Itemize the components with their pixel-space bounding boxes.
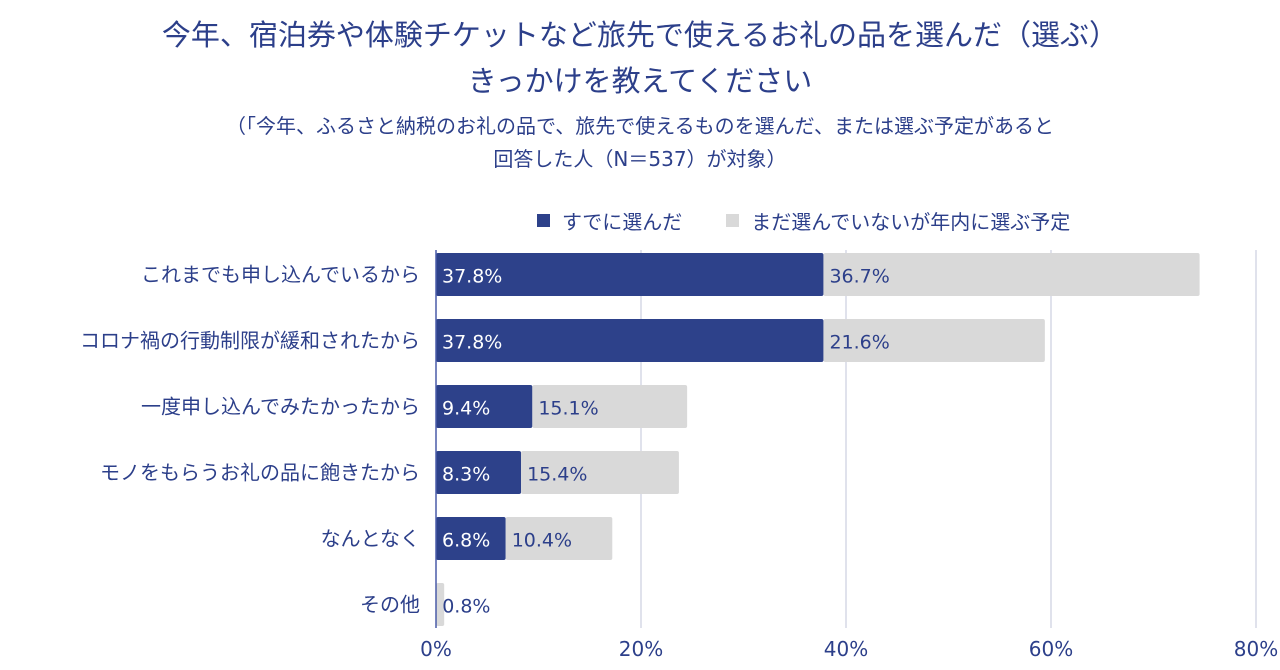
bar-selected (436, 451, 522, 494)
legend-swatch-selected (537, 214, 550, 227)
data-label: 21.6% (829, 332, 889, 354)
data-label: 8.3% (442, 464, 490, 486)
bar-planned (436, 583, 445, 626)
category-label: コロナ禍の行動制限が緩和されたから (80, 329, 420, 353)
bar-selected (436, 517, 506, 560)
category-label: これまでも申し込んでいるから (141, 263, 420, 287)
data-label: 15.1% (538, 398, 598, 420)
bar-planned (823, 319, 1045, 362)
x-tick-label: 0% (420, 637, 452, 661)
bar-selected (436, 319, 824, 362)
bar-selected (436, 253, 824, 296)
category-label: なんとなく (321, 527, 420, 551)
data-label: 6.8% (442, 530, 490, 552)
category-label: その他 (360, 593, 420, 617)
legend: すでに選んだ まだ選んでいないが年内に選ぶ予定 (537, 206, 1070, 235)
x-tick-label: 60% (1029, 637, 1073, 661)
legend-label-planned: まだ選んでいないが年内に選ぶ予定 (751, 210, 1071, 234)
legend-label-selected: すでに選んだ (562, 210, 683, 234)
bar-planned (532, 385, 688, 428)
bar-planned (823, 253, 1200, 296)
data-label: 36.7% (829, 266, 889, 288)
x-tick-label: 20% (619, 637, 663, 661)
bar-planned (505, 517, 613, 560)
category-label: 一度申し込んでみたかったから (141, 395, 420, 419)
data-label: 15.4% (527, 464, 587, 486)
data-label: 0.8% (442, 596, 490, 618)
chart-subtitle-line-1: （「今年、ふるさと納税のお礼の品で、旅先で使えるものを選んだ、または選ぶ予定があ… (226, 114, 1054, 138)
chart-subtitle-line-2: 回答した人（N＝537）が対象） (493, 147, 787, 171)
chart-title-line-1: 今年、宿泊券や体験チケットなど旅先で使えるお礼の品を選んだ（選ぶ） (161, 18, 1119, 52)
legend-swatch-planned (726, 214, 740, 227)
bar-planned (521, 451, 679, 494)
chart-title-line-2: きっかけを教えてください (467, 64, 813, 98)
x-tick-label: 40% (824, 637, 868, 661)
data-label: 37.8% (442, 332, 502, 354)
category-label: モノをもらうお礼の品に飽きたから (100, 461, 420, 485)
data-label: 9.4% (442, 398, 490, 420)
x-tick-label: 80% (1234, 637, 1278, 661)
bar-selected (436, 385, 533, 428)
data-label: 37.8% (442, 266, 502, 288)
data-label: 10.4% (512, 530, 572, 552)
